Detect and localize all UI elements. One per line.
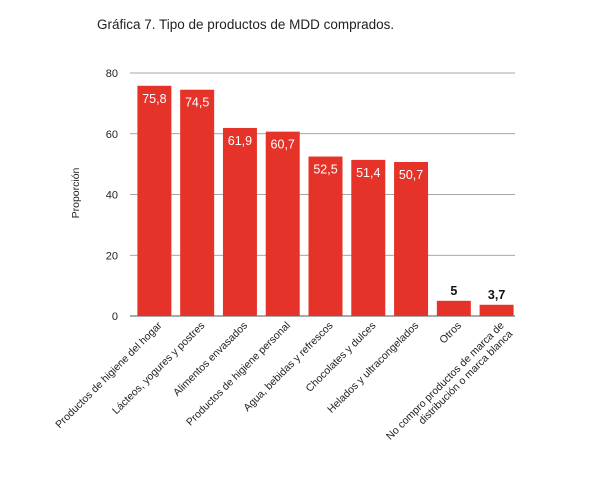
data-label: 50,7 [399,168,423,182]
bar [222,127,257,316]
bar [394,161,429,316]
y-axis-label: Proporción [70,167,82,218]
data-label: 60,7 [271,138,295,152]
category-label: Otros [437,320,464,347]
bar [436,300,471,316]
bar [308,156,343,316]
y-tick-label: 20 [106,250,118,262]
y-tick-label: 80 [106,68,118,80]
data-label: 51,4 [356,166,380,180]
data-label: 75,8 [142,92,166,106]
y-tick-label: 0 [112,311,118,323]
category-label: Alimentos envasados [171,320,250,399]
chart-title: Gráfica 7. Tipo de productos de MDD comp… [97,17,395,32]
bar [479,304,514,316]
y-tick-label: 40 [106,190,118,202]
bar [265,131,300,316]
data-label: 61,9 [228,134,252,148]
data-label: 74,5 [185,96,209,110]
category-label: Helados y ultracongelados [325,320,421,416]
data-label: 3,7 [488,288,505,302]
bar [137,85,172,316]
data-label: 5 [450,284,457,298]
data-label: 52,5 [313,163,337,177]
bar [351,159,386,316]
bar [180,89,215,316]
y-tick-label: 60 [106,129,118,141]
